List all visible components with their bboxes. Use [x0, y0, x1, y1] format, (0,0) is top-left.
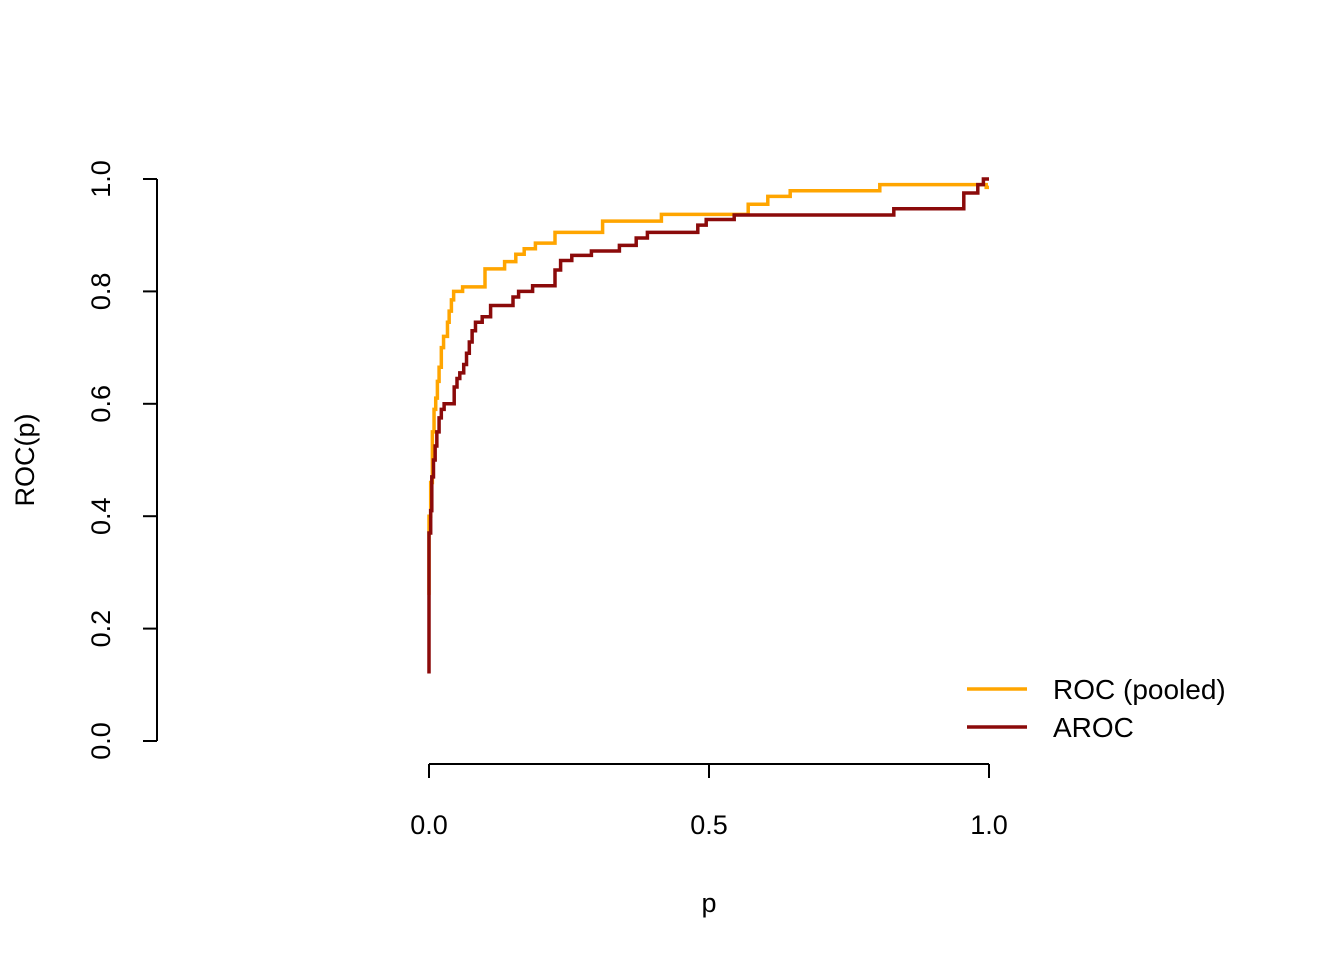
y-tick-label: 0.0	[86, 722, 116, 760]
y-axis: 0.0 0.2 0.4 0.6 0.8 1.0	[86, 160, 158, 760]
x-axis: 0.0 0.5 1.0	[410, 763, 1008, 840]
x-axis-title: p	[701, 888, 716, 918]
x-tick-label: 0.0	[410, 810, 448, 840]
y-axis-title: ROC(p)	[10, 414, 40, 507]
series-layer	[427, 177, 989, 674]
y-tick-label: 0.2	[86, 610, 116, 648]
y-tick-label: 0.4	[86, 497, 116, 535]
y-tick-label: 0.8	[86, 273, 116, 311]
legend-label: ROC (pooled)	[1053, 674, 1226, 705]
legend-label: AROC	[1053, 712, 1134, 743]
y-tick-label: 1.0	[86, 160, 116, 198]
series-line-aroc	[427, 177, 989, 674]
series-line-roc-pooled	[427, 182, 989, 595]
y-tick-label: 0.6	[86, 385, 116, 423]
x-tick-label: 1.0	[970, 810, 1008, 840]
x-tick-label: 0.5	[690, 810, 728, 840]
legend: ROC (pooled) AROC	[967, 674, 1226, 743]
